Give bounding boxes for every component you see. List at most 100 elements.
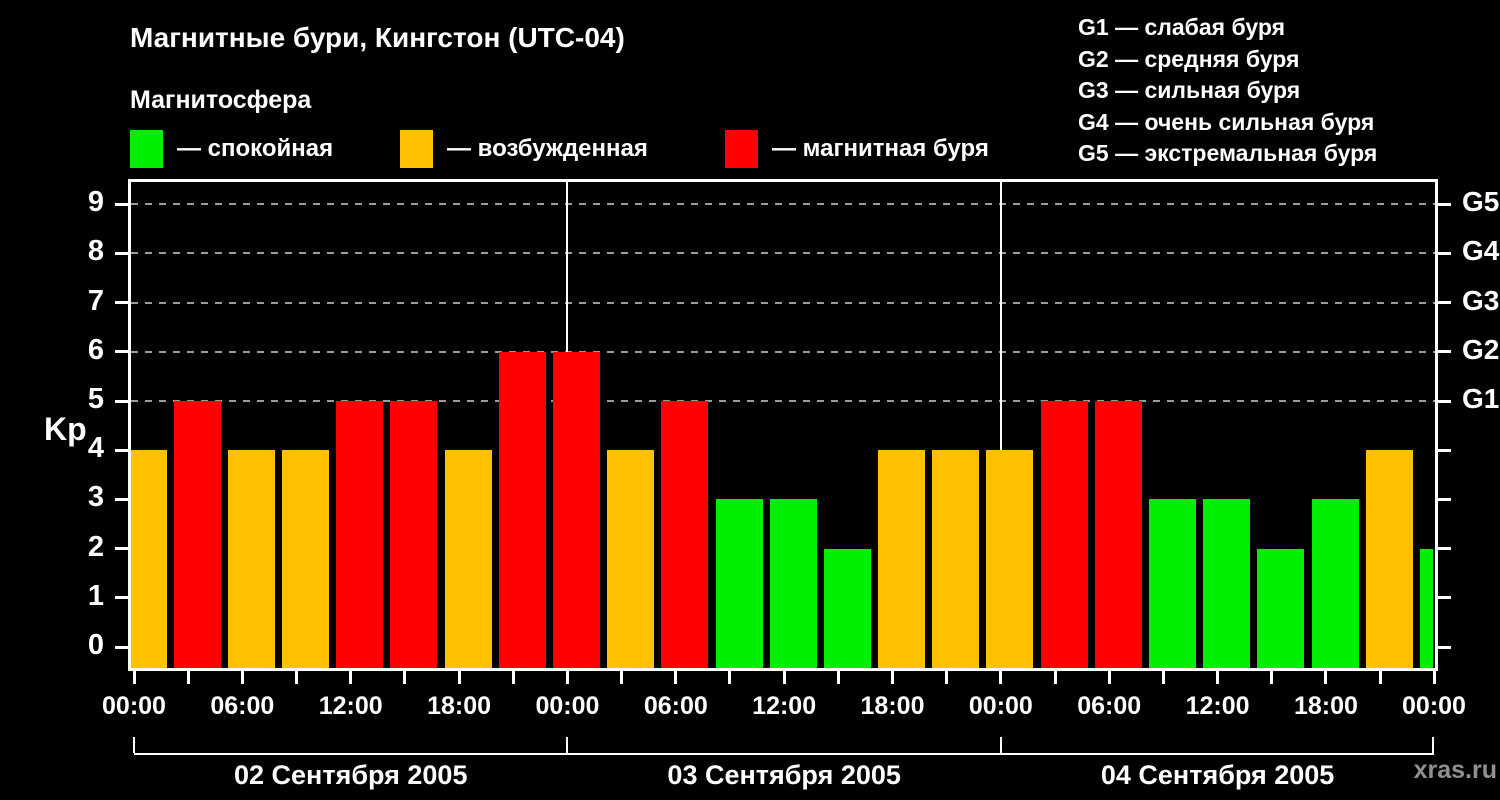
kp-bar xyxy=(661,401,709,668)
x-tick xyxy=(349,671,353,684)
x-tick-label: 00:00 xyxy=(1402,692,1466,720)
y-tick-label: 6 xyxy=(87,333,104,366)
day-bracket-tick xyxy=(566,737,569,753)
storm-label: — магнитная буря xyxy=(772,135,989,162)
x-tick-label: 00:00 xyxy=(968,692,1033,720)
storm-scale-g4: G4 — очень сильная буря xyxy=(1078,108,1375,135)
day-label: 03 Сентября 2005 xyxy=(667,760,901,790)
gridline xyxy=(131,203,1435,206)
x-tick xyxy=(1216,671,1220,684)
x-tick-label: 12:00 xyxy=(752,692,817,720)
x-tick xyxy=(891,671,895,684)
x-tick-label: 06:00 xyxy=(210,692,275,720)
kp-bar xyxy=(932,450,980,668)
day-bracket-tick xyxy=(133,737,135,753)
g-axis-tick xyxy=(1438,547,1451,551)
gridline xyxy=(131,350,1435,353)
storm-scale-g1: G1 — слабая буря xyxy=(1078,14,1286,40)
y-tick xyxy=(115,350,128,354)
x-tick-label: 18:00 xyxy=(427,692,492,720)
g-axis-tick xyxy=(1438,448,1451,452)
y-tick xyxy=(115,399,128,403)
x-tick xyxy=(620,671,624,684)
x-tick xyxy=(1053,671,1057,684)
x-tick xyxy=(511,671,515,684)
legend-item-active: — возбужденная xyxy=(400,130,648,168)
kp-bar xyxy=(1365,450,1413,668)
y-tick xyxy=(115,497,128,501)
kp-bar xyxy=(173,401,221,668)
kp-bar xyxy=(390,401,438,668)
x-tick xyxy=(132,671,136,684)
y-tick-label: 9 xyxy=(87,186,104,219)
kp-bar xyxy=(986,450,1034,668)
y-tick xyxy=(115,596,128,600)
x-tick xyxy=(1324,671,1328,684)
x-tick xyxy=(1378,671,1382,684)
x-tick xyxy=(1161,671,1165,684)
x-tick xyxy=(240,671,244,684)
x-tick xyxy=(1107,671,1111,684)
y-tick-label: 8 xyxy=(87,235,104,268)
active-label: — возбужденная xyxy=(447,135,648,162)
g-axis-tick xyxy=(1438,497,1451,501)
x-tick xyxy=(1432,671,1436,684)
day-label: 04 Сентября 2005 xyxy=(1100,760,1335,790)
y-axis-title: Kp xyxy=(44,411,87,447)
g-scale-label: G2 xyxy=(1462,333,1500,365)
y-tick-label: 7 xyxy=(87,284,104,317)
x-tick-label: 12:00 xyxy=(1185,692,1250,720)
y-tick xyxy=(115,547,128,551)
day-bracket xyxy=(134,753,1435,755)
kp-bar xyxy=(715,499,763,668)
x-tick xyxy=(945,671,949,684)
x-tick xyxy=(728,671,732,684)
kp-bar xyxy=(227,450,275,668)
kp-bar xyxy=(444,450,492,668)
legend-item-calm: — спокойная xyxy=(130,130,333,168)
kp-bar xyxy=(607,450,655,668)
x-tick-label: 00:00 xyxy=(535,692,600,720)
g-axis-tick xyxy=(1438,301,1451,305)
y-tick xyxy=(115,202,128,206)
calm-color-swatch xyxy=(130,130,163,168)
kp-bar xyxy=(769,499,817,668)
g-axis-tick xyxy=(1438,645,1451,649)
kp-bar xyxy=(1094,401,1142,668)
x-tick-label: 12:00 xyxy=(318,692,383,720)
x-tick xyxy=(295,671,299,684)
kp-bar xyxy=(1040,401,1088,668)
kp-bar xyxy=(878,450,926,668)
kp-bar xyxy=(823,548,871,668)
kp-bar xyxy=(1257,548,1305,668)
plot-area: 0 1 2 3 4 5 6 7 8 9 G1 G2 G3 G4 G5 00:00 06:00 12:00 18:00… xyxy=(88,179,1499,790)
y-tick xyxy=(115,301,128,305)
g-axis-tick xyxy=(1438,202,1451,206)
kp-bar xyxy=(336,401,384,668)
y-tick-label: 4 xyxy=(87,432,104,465)
kp-bar xyxy=(498,351,546,668)
legend-item-storm: — магнитная буря xyxy=(725,130,989,168)
kp-bar xyxy=(282,450,330,668)
day-bracket-tick xyxy=(999,737,1002,753)
kp-bar xyxy=(131,450,167,668)
g-axis-tick xyxy=(1438,596,1451,600)
x-tick-label: 06:00 xyxy=(1077,692,1142,720)
gridline xyxy=(131,252,1435,255)
y-tick xyxy=(115,251,128,255)
day-separator xyxy=(999,182,1002,668)
kp-bar xyxy=(1311,499,1359,668)
x-tick xyxy=(782,671,786,684)
y-tick xyxy=(115,645,128,649)
gridline xyxy=(131,400,1435,402)
g-scale-label: G3 xyxy=(1462,284,1500,316)
x-tick xyxy=(186,671,190,684)
kp-bar xyxy=(1203,499,1251,668)
g-axis-tick xyxy=(1438,399,1451,403)
x-tick xyxy=(457,671,461,684)
x-tick-label: 00:00 xyxy=(102,692,166,720)
g-scale-label: G5 xyxy=(1462,186,1500,218)
watermark: xras.ru xyxy=(1413,756,1497,784)
active-color-swatch xyxy=(400,130,433,168)
